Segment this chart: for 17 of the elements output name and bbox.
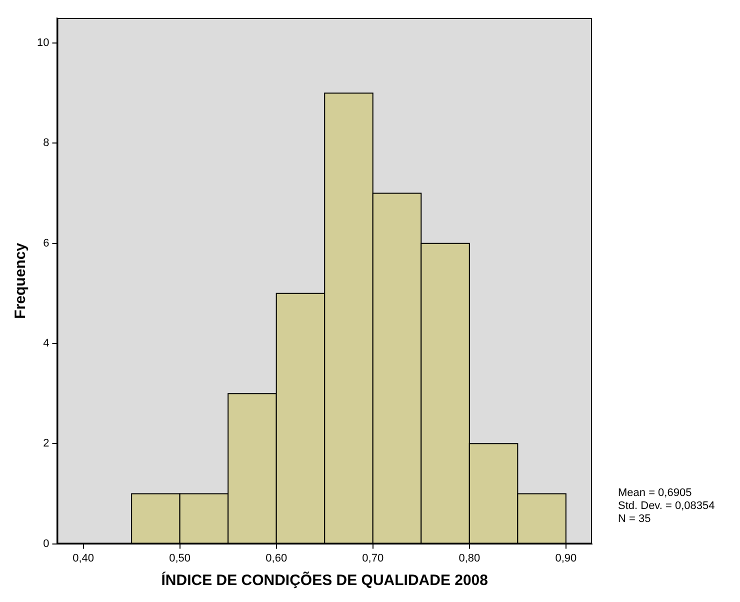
x-tick-label: 0,40 xyxy=(72,552,94,564)
y-tick-label: 4 xyxy=(43,338,50,350)
y-tick-label: 8 xyxy=(43,137,50,150)
x-tick-label: 0,50 xyxy=(169,552,191,564)
x-tick-label: 0,70 xyxy=(362,552,384,564)
text: Mean = 0,6905 xyxy=(618,486,692,499)
y-tick-label: 0 xyxy=(43,538,50,550)
y-axis-title: Frequency xyxy=(12,242,30,319)
x-axis-title: ÍNDICE DE CONDIÇÕES DE QUALIDADE 2008 xyxy=(161,571,488,590)
text: N = 35 xyxy=(618,512,651,525)
y-tick-label: 10 xyxy=(36,37,50,50)
x-tick-label: 0,90 xyxy=(555,552,577,564)
x-tick-label: 0,80 xyxy=(458,552,480,564)
y-tick-label: 6 xyxy=(43,237,50,250)
text: Std. Dev. = 0,08354 xyxy=(618,500,715,512)
x-tick-label: 0,60 xyxy=(266,552,288,564)
y-tick-label: 2 xyxy=(43,438,50,450)
